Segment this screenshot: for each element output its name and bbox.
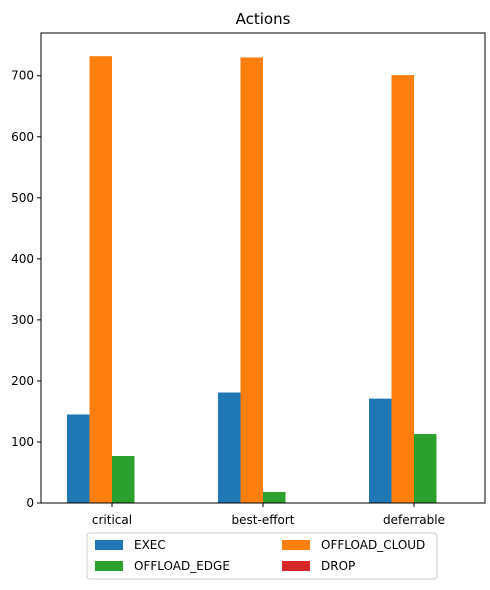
legend-swatch-offload-edge	[95, 561, 123, 571]
legend: EXEC OFFLOAD_CLOUD OFFLOAD_EDGE DROP	[86, 532, 438, 580]
x-tick-label-deferrable: deferrable	[383, 513, 445, 527]
y-tick-label: 500	[11, 191, 34, 205]
y-tick-label: 600	[11, 130, 34, 144]
bars-layer	[67, 56, 437, 504]
y-tick-label: 100	[11, 435, 34, 449]
legend-swatch-exec	[95, 540, 123, 550]
y-tick-label: 700	[11, 69, 34, 83]
legend-label-offload-edge: OFFLOAD_EDGE	[134, 559, 230, 573]
legend-swatch-offload-cloud	[282, 540, 310, 550]
legend-label-drop: DROP	[321, 559, 355, 573]
y-tick-label: 0	[26, 496, 34, 510]
x-tick-label-best-effort: best-effort	[232, 513, 295, 527]
bar-offload-cloud-best-effort	[240, 57, 263, 503]
bar-offload-cloud-deferrable	[391, 75, 414, 503]
y-tick-label: 400	[11, 252, 34, 266]
x-axis: critical best-effort deferrable	[92, 503, 445, 527]
x-tick-label-critical: critical	[92, 513, 132, 527]
legend-label-exec: EXEC	[134, 538, 166, 552]
y-tick-label: 300	[11, 313, 34, 327]
y-tick-label: 200	[11, 374, 34, 388]
bar-exec-deferrable	[369, 398, 392, 503]
legend-box	[86, 532, 438, 580]
bar-exec-best-effort	[218, 392, 241, 503]
bar-exec-critical	[67, 414, 90, 503]
chart-title: Actions	[236, 10, 291, 28]
bar-offload-edge-deferrable	[414, 434, 437, 503]
bar-offload-edge-critical	[112, 456, 135, 503]
legend-label-offload-cloud: OFFLOAD_CLOUD	[321, 538, 425, 552]
bar-offload-cloud-critical	[89, 56, 112, 504]
y-axis: 0 100 200 300 400 500 600 700	[11, 69, 41, 510]
bar-offload-edge-best-effort	[263, 492, 286, 503]
legend-swatch-drop	[282, 561, 310, 571]
